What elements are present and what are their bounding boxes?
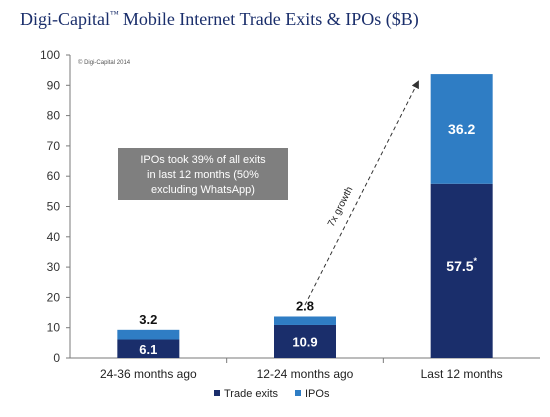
chart-title: Mobile Internet Trade Exits & IPOs ($B) — [123, 9, 419, 30]
brand-name: Digi-Capital — [20, 9, 110, 29]
legend-swatch-trade-exits — [214, 390, 220, 396]
bar-ipos — [430, 74, 493, 184]
callout-background — [118, 148, 288, 200]
footnote-mark: * — [474, 256, 478, 266]
x-tick-marks — [226, 358, 384, 363]
data-label-trade-exits: 57.5* — [446, 256, 477, 274]
x-tick-labels: 24-36 months ago 12-24 months ago Last 12 … — [100, 367, 503, 381]
y-tick-label: 20 — [47, 290, 61, 304]
bar-trade-exits — [430, 183, 493, 358]
y-tick-label: 10 — [47, 321, 61, 335]
bar-ipos — [117, 329, 180, 340]
brand-logo: Digi-Capital™ Mobile Internet Trade Exits… — [20, 9, 419, 30]
data-label-ipos: 36.2 — [448, 121, 475, 137]
bars: 6.1 3.2 10.9 2.8 57.5* 36.2 — [117, 74, 493, 358]
data-label-ipos: 3.2 — [139, 312, 157, 327]
callout-line-3: excluding WhatsApp) — [151, 184, 255, 196]
legend: Trade exits IPOs — [214, 388, 330, 400]
data-label-ipos: 2.8 — [296, 298, 314, 313]
trademark: ™ — [110, 9, 119, 19]
legend-swatch-ipos — [295, 390, 301, 396]
x-tick-label: 12-24 months ago — [257, 367, 354, 381]
callout-line-1: IPOs took 39% of all exits — [140, 154, 266, 166]
y-tick-label: 100 — [40, 48, 60, 62]
data-label-trade-exits: 10.9 — [292, 334, 317, 349]
callout-line-2: in last 12 months (50% — [147, 169, 259, 181]
y-tick-label: 50 — [47, 200, 61, 214]
y-tick-label: 70 — [47, 139, 61, 153]
legend-label-trade-exits: Trade exits — [224, 388, 279, 400]
bar-trade-exits — [274, 324, 336, 358]
bar-trade-exits — [117, 339, 180, 358]
data-label-trade-exits: 6.1 — [139, 342, 157, 357]
y-tick-label: 90 — [47, 78, 61, 92]
callout-box: IPOs took 39% of all exits in last 12 mo… — [118, 148, 288, 200]
y-tick-label: 80 — [47, 109, 61, 123]
growth-arrow — [304, 80, 419, 306]
y-tick-label: 30 — [47, 260, 61, 274]
legend-label-ipos: IPOs — [305, 388, 330, 400]
y-tick-label: 60 — [47, 169, 61, 183]
x-tick-label: Last 12 months — [421, 367, 503, 381]
copyright-note: © Digi-Capital 2014 — [78, 59, 131, 66]
y-ticks: 0 10 20 30 40 50 60 70 80 90 100 — [40, 48, 70, 365]
growth-label: 7x growth — [326, 185, 355, 229]
y-tick-label: 40 — [47, 230, 61, 244]
x-tick-label: 24-36 months ago — [100, 367, 197, 381]
y-tick-label: 0 — [53, 351, 60, 365]
bar-ipos — [274, 316, 336, 325]
